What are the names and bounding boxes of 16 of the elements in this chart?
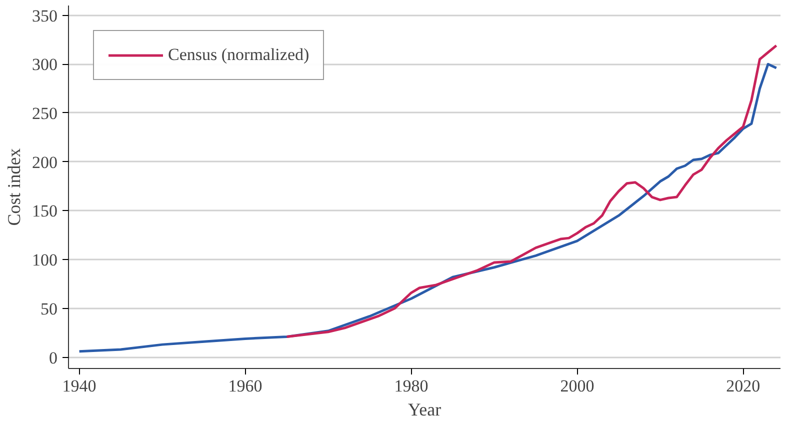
y-tick-label: 250 [32,104,58,123]
x-tick-label: 1940 [62,376,96,396]
x-tick-label: 2000 [560,376,594,396]
x-tick-label: 1980 [394,376,428,396]
y-tick-label: 50 [40,299,58,318]
y-tick-label: 150 [32,202,58,221]
y-tick-label: 0 [49,348,58,368]
legend-label: Census (normalized) [168,45,310,65]
y-tick-label: 350 [32,6,58,26]
x-tick-label: 2020 [726,376,760,396]
x-axis-title: Year [408,400,442,420]
y-tick-label: 100 [32,250,58,270]
y-tick-label: 300 [32,55,58,74]
x-tick-label: 1960 [228,376,262,396]
y-axis-title: Cost index [4,148,24,226]
y-tick-label: 200 [32,152,58,172]
